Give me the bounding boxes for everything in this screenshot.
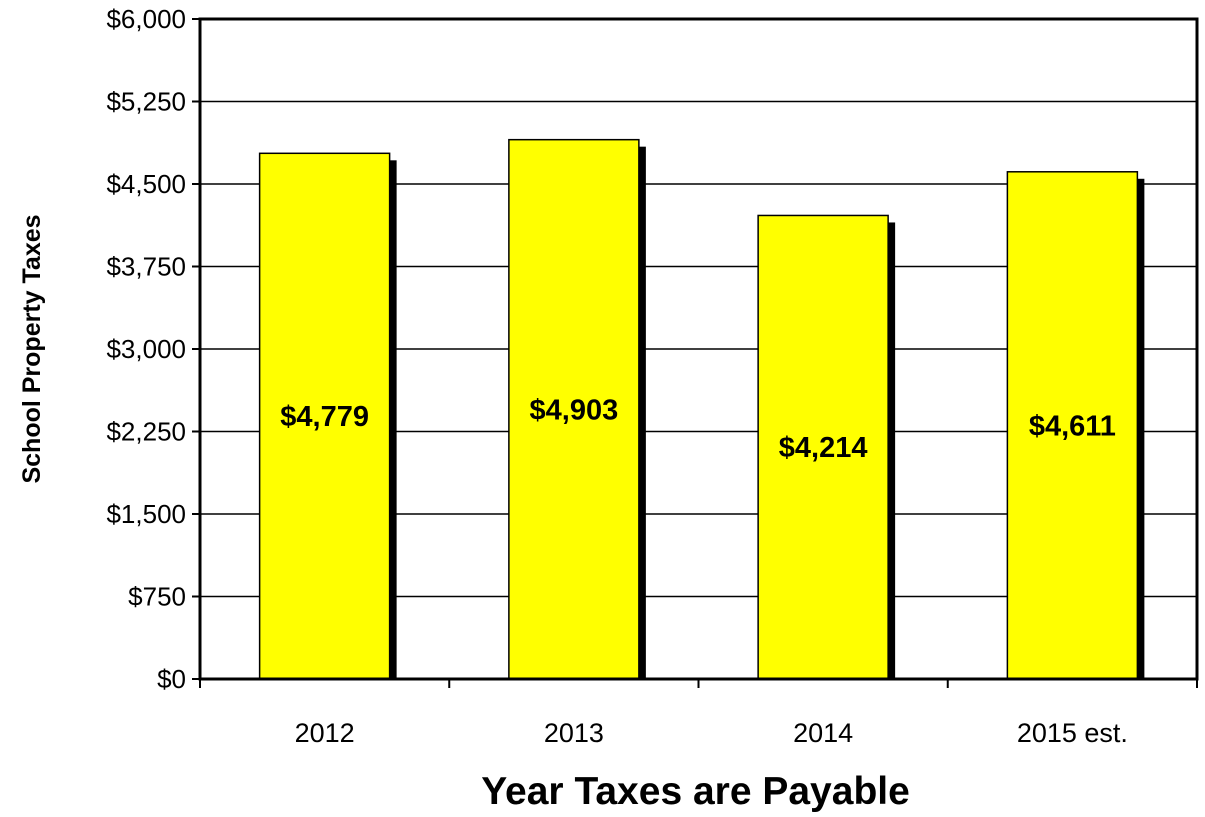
- y-axis-tick-labels: $0 $750 $1,500 $2,250 $3,000 $3,750 $4,500 $5,2…: [106, 4, 186, 694]
- data-labels: $4,779 $4,903 $4,214 $4,611: [280, 394, 1116, 464]
- x-axis-category-labels: 2012 2013 2014 2015 est.: [295, 718, 1128, 748]
- y-tick-label: $3,000: [106, 334, 186, 364]
- data-label: $4,611: [1029, 410, 1116, 442]
- x-axis-ticks: [199, 679, 1198, 688]
- y-tick-label: $2,250: [106, 417, 186, 447]
- y-tick-label: $4,500: [106, 169, 186, 199]
- x-category-label: 2014: [793, 718, 853, 748]
- y-axis-title: School Property Taxes: [18, 214, 46, 483]
- bar-2013: [508, 138, 640, 680]
- bars: [258, 138, 1139, 680]
- bar-2012: [258, 152, 391, 680]
- y-tick-label: $0: [157, 664, 186, 694]
- y-tick-label: $3,750: [106, 252, 186, 282]
- bar-2014: [757, 214, 889, 680]
- data-label: $4,779: [280, 401, 369, 433]
- x-category-label: 2015 est.: [1017, 718, 1128, 748]
- y-tick-label: $1,500: [106, 499, 186, 529]
- x-category-label: 2013: [544, 718, 604, 748]
- data-label: $4,214: [779, 432, 868, 464]
- bar-2015-est-: [1006, 171, 1139, 680]
- x-category-label: 2012: [295, 718, 355, 748]
- x-axis-title: Year Taxes are Payable: [481, 770, 910, 813]
- data-label: $4,903: [530, 394, 619, 426]
- y-tick-label: $5,250: [106, 87, 186, 117]
- y-tick-label: $6,000: [106, 4, 186, 34]
- y-tick-label: $750: [128, 582, 186, 612]
